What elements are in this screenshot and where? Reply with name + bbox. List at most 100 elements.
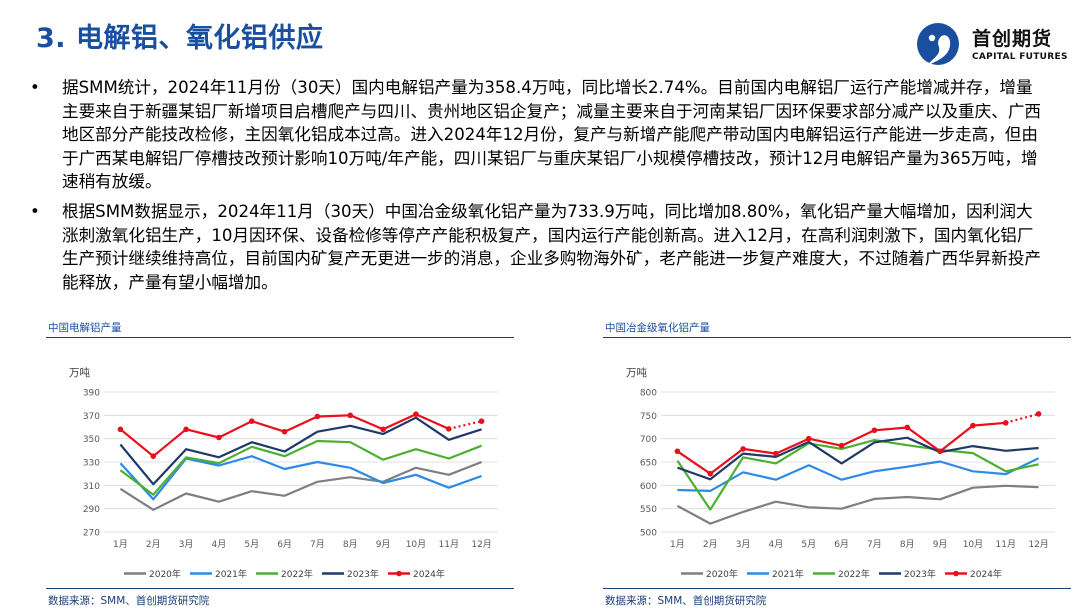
series-line-2020年 bbox=[676, 484, 1039, 525]
legend-marker bbox=[396, 570, 402, 577]
bullet-text: 根据SMM数据显示，2024年11月（30天）中国冶金级氧化铝产量为733.9万… bbox=[62, 201, 1042, 292]
bullet-list: • 据SMM统计，2024年11月份（30天）国内电解铝产量为358.4万吨，同比… bbox=[28, 76, 1048, 300]
x-tick-label: 7月 bbox=[867, 539, 882, 550]
series-forecast-line bbox=[448, 420, 482, 430]
x-tick-label: 2月 bbox=[146, 539, 161, 550]
chart-source: 数据来源：SMM、首创期货研究院 bbox=[48, 595, 210, 607]
data-point bbox=[478, 418, 485, 424]
legend-entry: 2022年 bbox=[281, 568, 313, 580]
data-point bbox=[413, 411, 419, 417]
data-point bbox=[183, 426, 189, 433]
slide-title: 3. 电解铝、氧化铝供应 bbox=[36, 23, 324, 54]
y-tick-label: 270 bbox=[83, 529, 100, 539]
data-point bbox=[838, 442, 845, 449]
legend-entry: 2024年 bbox=[413, 568, 445, 580]
logo-text-en: CAPITAL FUTURES bbox=[972, 52, 1068, 62]
data-point bbox=[904, 424, 911, 431]
data-point bbox=[445, 426, 452, 432]
x-tick-label: 12月 bbox=[1028, 539, 1048, 550]
data-point bbox=[937, 448, 943, 455]
data-point bbox=[773, 450, 779, 457]
y-tick-label: 350 bbox=[83, 435, 100, 445]
x-tick-label: 4月 bbox=[769, 539, 784, 550]
data-point bbox=[347, 412, 354, 419]
x-tick-label: 11月 bbox=[996, 539, 1016, 550]
data-point bbox=[740, 446, 746, 452]
data-point bbox=[707, 470, 714, 477]
chart-panel-aluminum: 中国电解铝产量 万吨 270 290 310 330 350 370 390 1月 2月 3月 4月 5… bbox=[46, 316, 514, 608]
x-tick-label: 7月 bbox=[310, 539, 325, 550]
series-line-2024年 bbox=[119, 413, 450, 458]
y-tick-label: 750 bbox=[640, 412, 657, 422]
x-tick-label: 5月 bbox=[801, 539, 816, 550]
y-tick-label: 330 bbox=[83, 459, 100, 469]
x-tick-label: 9月 bbox=[376, 539, 391, 550]
data-point bbox=[281, 428, 288, 435]
y-tick-label: 370 bbox=[83, 412, 100, 422]
data-point bbox=[674, 448, 681, 455]
x-tick-label: 3月 bbox=[736, 539, 751, 550]
y-tick-label: 500 bbox=[640, 529, 657, 539]
legend-entry: 2021年 bbox=[215, 568, 247, 580]
data-point bbox=[216, 434, 222, 441]
bullet-dot-icon: • bbox=[30, 78, 40, 97]
x-tick-label: 6月 bbox=[277, 539, 292, 550]
x-tick-label: 10月 bbox=[406, 539, 426, 550]
data-point bbox=[150, 453, 157, 459]
company-logo: 首创期货 CAPITAL FUTURES bbox=[912, 20, 1077, 70]
logo-mark-icon bbox=[917, 23, 959, 66]
legend-entry: 2024年 bbox=[970, 568, 1002, 580]
y-tick-label: 800 bbox=[640, 389, 657, 399]
y-tick-label: 310 bbox=[83, 482, 100, 492]
x-tick-label: 2月 bbox=[703, 539, 718, 550]
bullet-text: 据SMM统计，2024年11月份（30天）国内电解铝产量为358.4万吨，同比增… bbox=[62, 78, 1042, 192]
y-tick-label: 700 bbox=[640, 435, 657, 445]
series-line-2021年 bbox=[119, 455, 482, 501]
series-line-2022年 bbox=[676, 439, 1039, 511]
x-tick-label: 6月 bbox=[834, 539, 849, 550]
logo-text-cn: 首创期货 bbox=[972, 28, 1053, 50]
y-tick-label: 650 bbox=[640, 459, 657, 469]
series-line-2020年 bbox=[119, 460, 482, 511]
legend-entry: 2023年 bbox=[347, 568, 379, 580]
series-line-2021年 bbox=[677, 457, 1040, 492]
data-point bbox=[314, 413, 321, 420]
y-tick-label: 390 bbox=[83, 389, 100, 399]
legend-entry: 2021年 bbox=[772, 568, 804, 580]
chart-title: 中国电解铝产量 bbox=[48, 322, 122, 334]
series-line-2023年 bbox=[677, 436, 1039, 481]
series-line-2023年 bbox=[119, 416, 482, 486]
x-tick-label: 10月 bbox=[963, 539, 983, 550]
y-tick-label: 600 bbox=[640, 482, 657, 492]
legend-entry: 2023年 bbox=[904, 568, 936, 580]
x-tick-label: 1月 bbox=[113, 539, 128, 550]
x-tick-label: 8月 bbox=[343, 539, 358, 550]
legend-marker bbox=[953, 570, 959, 577]
data-point bbox=[380, 426, 386, 433]
data-point bbox=[805, 435, 812, 442]
y-axis-label: 万吨 bbox=[69, 366, 90, 379]
legend-entry: 2020年 bbox=[149, 568, 181, 580]
data-point bbox=[970, 422, 976, 429]
y-tick-label: 550 bbox=[640, 505, 657, 515]
chart-title: 中国冶金级氧化铝产量 bbox=[605, 322, 710, 334]
legend-entry: 2020年 bbox=[706, 568, 738, 580]
x-tick-label: 5月 bbox=[244, 539, 259, 550]
chart-panel-alumina: 中国冶金级氧化铝产量 万吨 500 550 600 650 700 750 800 1月 2月 3月… bbox=[603, 316, 1071, 608]
x-tick-label: 1月 bbox=[670, 539, 685, 550]
y-axis-label: 万吨 bbox=[626, 366, 647, 379]
chart-aluminum-output: 万吨 270 290 310 330 350 370 390 1月 2月 3月 4月 5月 6月 7月 8月 9… bbox=[69, 366, 498, 580]
data-point bbox=[1035, 411, 1042, 417]
data-point bbox=[1002, 420, 1009, 426]
y-tick-label: 290 bbox=[83, 505, 100, 515]
data-point bbox=[871, 427, 878, 434]
legend-entry: 2022年 bbox=[838, 568, 870, 580]
x-tick-label: 9月 bbox=[933, 539, 948, 550]
x-tick-label: 4月 bbox=[212, 539, 227, 550]
x-tick-label: 12月 bbox=[471, 539, 491, 550]
x-tick-label: 3月 bbox=[179, 539, 194, 550]
series-forecast-line bbox=[1005, 412, 1039, 424]
bullet-item: • 根据SMM数据显示，2024年11月（30天）中国冶金级氧化铝产量为733.9… bbox=[28, 200, 1048, 294]
chart-alumina-output: 万吨 500 550 600 650 700 750 800 1月 2月 3月 4月 5月 6月 7月 8月 9… bbox=[626, 366, 1055, 580]
series-line-2022年 bbox=[119, 439, 482, 496]
